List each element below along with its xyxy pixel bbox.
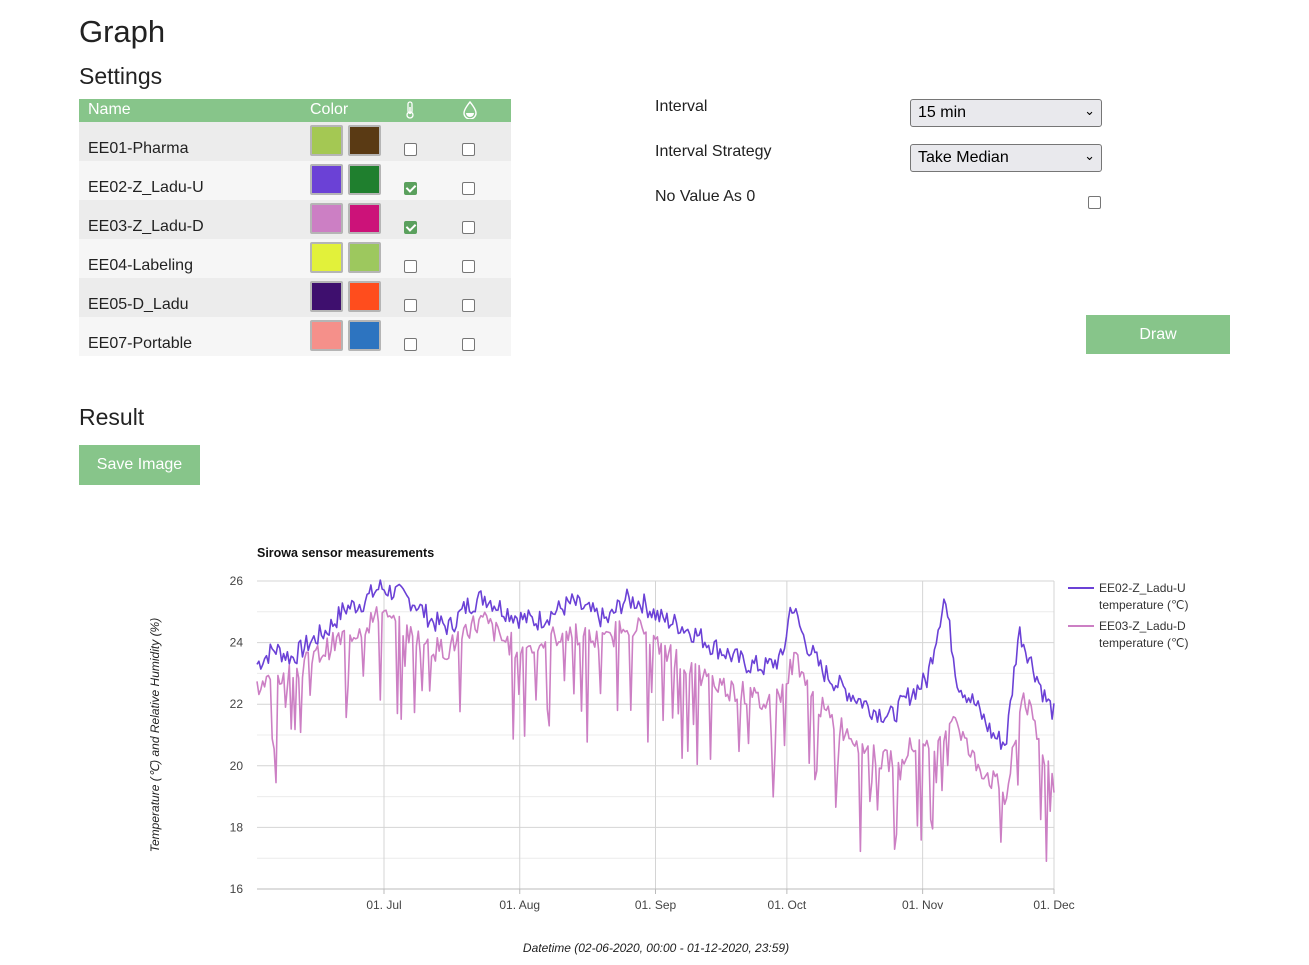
y-tick-label: 26 xyxy=(230,574,244,588)
temperature-checkbox[interactable] xyxy=(404,299,417,312)
droplet-icon xyxy=(463,100,477,124)
temperature-color-swatch[interactable] xyxy=(310,320,343,351)
chevron-down-icon: ⌄ xyxy=(1084,148,1095,163)
humidity-color-swatch[interactable] xyxy=(348,125,381,156)
sensor-name: EE03-Z_Ladu-D xyxy=(88,218,204,235)
temperature-color-swatch[interactable] xyxy=(310,125,343,156)
temperature-color-swatch[interactable] xyxy=(310,281,343,312)
humidity-checkbox[interactable] xyxy=(462,221,475,234)
table-row: EE07-Portable xyxy=(79,317,511,356)
y-tick-label: 18 xyxy=(230,820,244,834)
humidity-color-swatch[interactable] xyxy=(348,203,381,234)
temperature-color-swatch[interactable] xyxy=(310,203,343,234)
x-tick-label: 01. Sep xyxy=(635,898,677,912)
strategy-select[interactable]: Take Median ⌄ xyxy=(910,144,1102,172)
settings-heading: Settings xyxy=(79,63,163,89)
y-tick-label: 20 xyxy=(230,759,244,773)
x-tick-label: 01. Dec xyxy=(1033,898,1074,912)
table-row: EE05-D_Ladu xyxy=(79,278,511,317)
humidity-color-swatch[interactable] xyxy=(348,242,381,273)
header-name: Name xyxy=(88,101,131,118)
series-line xyxy=(256,606,1055,862)
series-line xyxy=(256,579,1055,750)
y-tick-label: 16 xyxy=(230,882,244,896)
temperature-checkbox[interactable] xyxy=(404,338,417,351)
interval-label: Interval xyxy=(655,98,708,115)
sensor-name: EE01-Pharma xyxy=(88,140,189,157)
x-tick-label: 01. Aug xyxy=(499,898,540,912)
humidity-checkbox[interactable] xyxy=(462,299,475,312)
temperature-checkbox[interactable] xyxy=(404,260,417,273)
thermometer-icon xyxy=(405,101,415,124)
x-tick-label: 01. Oct xyxy=(768,898,807,912)
novalue-checkbox[interactable] xyxy=(1088,196,1101,209)
result-heading: Result xyxy=(79,404,145,430)
x-tick-label: 01. Jul xyxy=(366,898,401,912)
sensor-name: EE02-Z_Ladu-U xyxy=(88,179,204,196)
legend-entry: EE03-Z_Ladu-D temperature (℃) xyxy=(1099,619,1189,650)
draw-button[interactable]: Draw xyxy=(1086,315,1230,354)
temperature-checkbox[interactable] xyxy=(404,143,417,156)
table-row: EE02-Z_Ladu-U xyxy=(79,161,511,200)
header-color: Color xyxy=(310,101,349,118)
temperature-checkbox[interactable] xyxy=(404,182,417,195)
table-header: Name Color xyxy=(79,99,511,122)
humidity-checkbox[interactable] xyxy=(462,143,475,156)
table-row: EE03-Z_Ladu-D xyxy=(79,200,511,239)
page-title: Graph xyxy=(79,14,166,49)
y-tick-label: 22 xyxy=(230,697,244,711)
temperature-color-swatch[interactable] xyxy=(310,242,343,273)
humidity-checkbox[interactable] xyxy=(462,182,475,195)
humidity-color-swatch[interactable] xyxy=(348,164,381,195)
x-axis-label: Datetime (02-06-2020, 00:00 - 01-12-2020… xyxy=(523,941,789,955)
save-image-button[interactable]: Save Image xyxy=(79,445,200,485)
humidity-checkbox[interactable] xyxy=(462,260,475,273)
y-tick-label: 24 xyxy=(230,636,244,650)
temperature-checkbox[interactable] xyxy=(404,221,417,234)
chevron-down-icon: ⌄ xyxy=(1084,103,1095,118)
humidity-checkbox[interactable] xyxy=(462,338,475,351)
sensor-name: EE07-Portable xyxy=(88,335,193,352)
sensor-table: Name Color EE01-Pharma EE02-Z_Ladu-U EE03-… xyxy=(79,99,511,356)
legend-entry: EE02-Z_Ladu-U temperature (℃) xyxy=(1099,581,1189,612)
x-tick-label: 01. Nov xyxy=(902,898,943,912)
interval-select[interactable]: 15 min ⌄ xyxy=(910,99,1102,127)
table-row: EE04-Labeling xyxy=(79,239,511,278)
temperature-color-swatch[interactable] xyxy=(310,164,343,195)
sensor-name: EE04-Labeling xyxy=(88,257,193,274)
strategy-value: Take Median xyxy=(918,149,1009,166)
table-row: EE01-Pharma xyxy=(79,122,511,161)
chart-title: Sirowa sensor measurements xyxy=(257,546,434,560)
novalue-label: No Value As 0 xyxy=(655,188,756,205)
sensor-name: EE05-D_Ladu xyxy=(88,296,189,313)
interval-value: 15 min xyxy=(918,104,967,121)
y-axis-label: Temperature (℃) and Relative Humidity (%… xyxy=(148,618,162,852)
humidity-color-swatch[interactable] xyxy=(348,320,381,351)
humidity-color-swatch[interactable] xyxy=(348,281,381,312)
strategy-label: Interval Strategy xyxy=(655,143,772,160)
